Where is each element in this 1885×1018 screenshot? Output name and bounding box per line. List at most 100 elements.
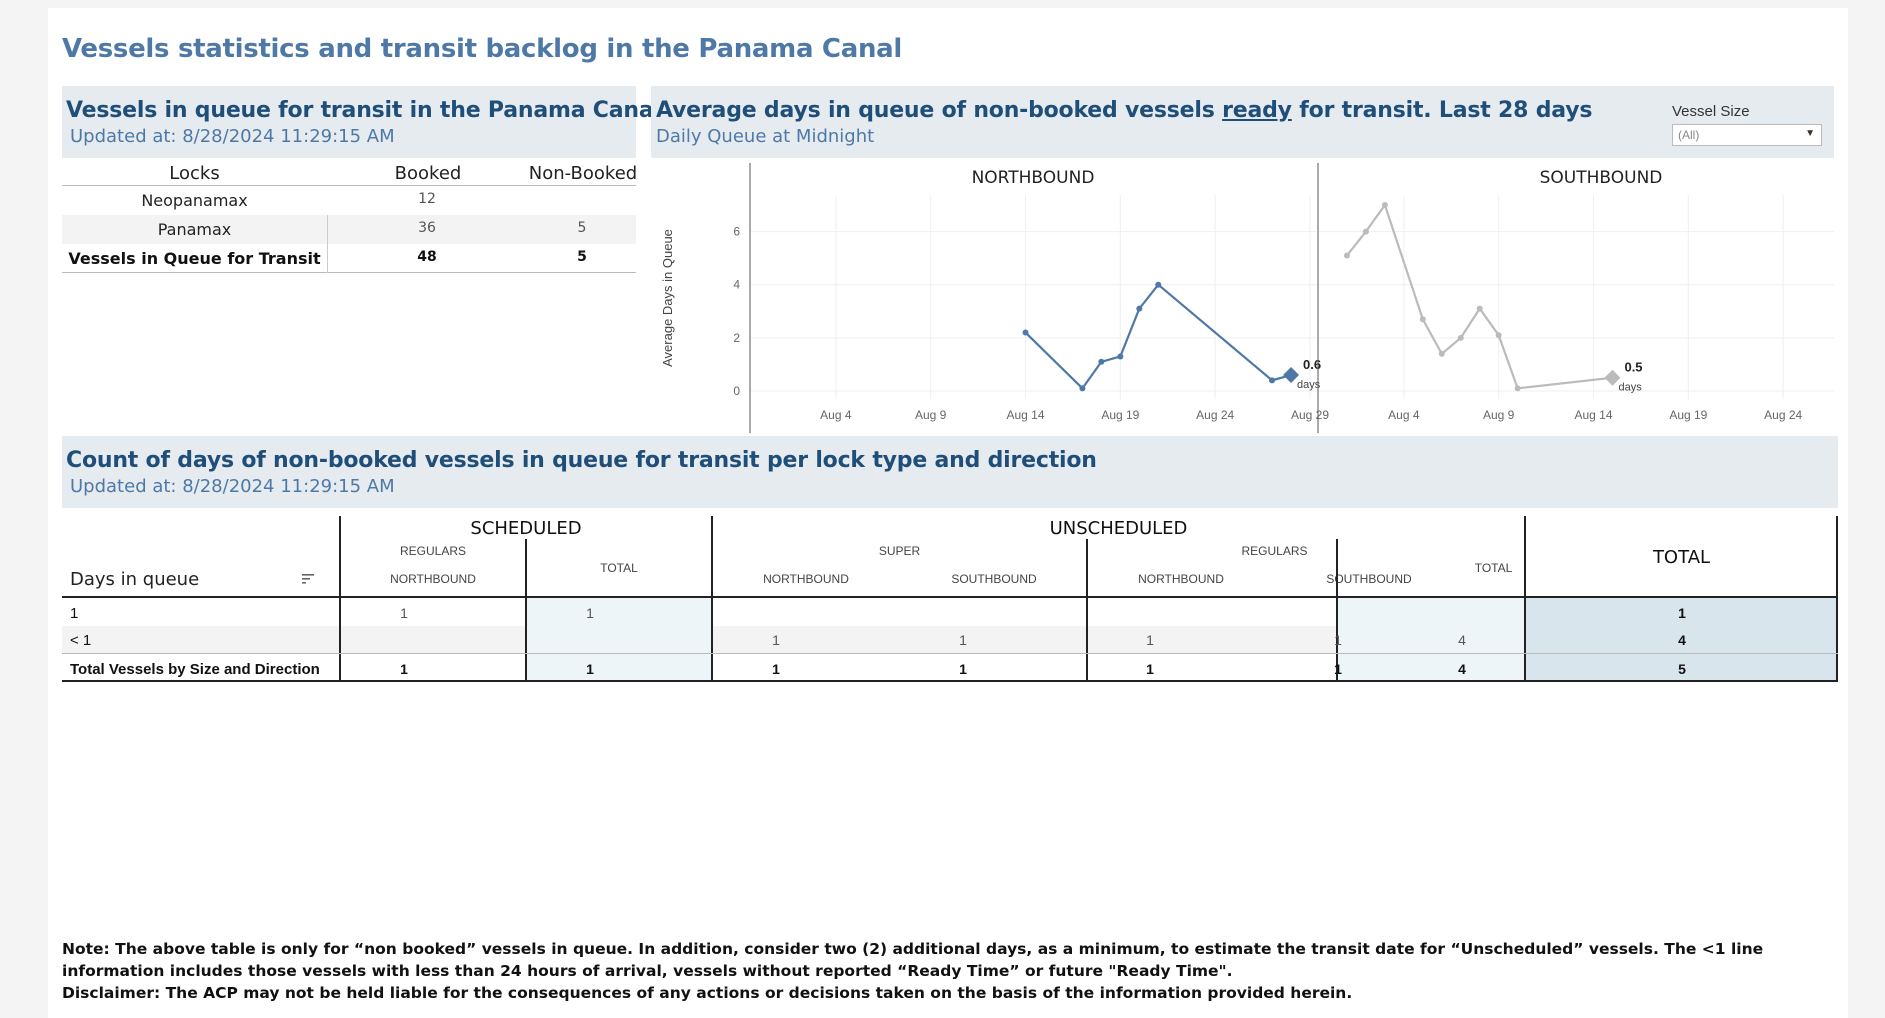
count-cell: 1 bbox=[400, 605, 408, 621]
grid-line bbox=[62, 680, 1838, 682]
data-point bbox=[1381, 202, 1388, 208]
last-point-marker bbox=[1283, 367, 1300, 384]
x-tick-label: Aug 19 bbox=[1669, 408, 1707, 422]
y-tick-label: 2 bbox=[733, 331, 740, 345]
sort-icon[interactable] bbox=[302, 572, 316, 586]
count-table: SCHEDULED UNSCHEDULED TOTAL REGULARS NOR… bbox=[62, 516, 1838, 686]
x-tick-label: Aug 29 bbox=[1291, 408, 1329, 422]
count-panel-updated: Updated at: 8/28/2024 11:29:15 AM bbox=[70, 476, 395, 497]
queue-total-row: Vessels in Queue for Transit 48 5 bbox=[62, 244, 636, 273]
southbound-header: SOUTHBOUND bbox=[951, 572, 1037, 586]
count-cell: 1 bbox=[586, 605, 594, 621]
days-in-queue-header: Days in queue bbox=[70, 569, 200, 590]
non-booked-count: 5 bbox=[577, 220, 587, 236]
chart-panel-header bbox=[651, 86, 1834, 158]
count-cell: 4 bbox=[1458, 661, 1466, 677]
chart-title-ready: ready bbox=[1222, 98, 1292, 123]
grid-line bbox=[711, 516, 713, 682]
count-cell: 1 bbox=[959, 661, 967, 677]
grid-line bbox=[1836, 516, 1838, 682]
data-point bbox=[1362, 228, 1369, 235]
col-header-booked: Booked bbox=[394, 163, 462, 184]
x-tick-label: Aug 4 bbox=[820, 408, 852, 422]
count-cell: 1 bbox=[1146, 661, 1154, 677]
row-label: 1 bbox=[70, 605, 79, 622]
data-point bbox=[1079, 385, 1086, 392]
scheduled-header: SCHEDULED bbox=[470, 518, 582, 539]
data-point bbox=[1495, 332, 1502, 339]
vessel-size-dropdown[interactable]: (All) ▼ bbox=[1672, 124, 1822, 146]
chart-panel-subtitle: Daily Queue at Midnight bbox=[656, 126, 875, 147]
chart-title-part: for transit. Last 28 days bbox=[1291, 98, 1593, 123]
booked-count: 48 bbox=[417, 249, 437, 265]
last-value-unit: days bbox=[1618, 382, 1642, 394]
queue-panel-updated: Updated at: 8/28/2024 11:29:15 AM bbox=[70, 126, 395, 147]
data-point bbox=[1343, 252, 1350, 259]
data-point bbox=[1098, 358, 1105, 365]
northbound-header: NORTHBOUND bbox=[390, 572, 476, 586]
booked-count: 36 bbox=[418, 220, 436, 236]
note-text: Note: The above table is only for “non b… bbox=[62, 938, 1832, 1004]
count-cell: 1 bbox=[400, 661, 408, 677]
total-header: TOTAL bbox=[1652, 547, 1711, 568]
y-tick-label: 0 bbox=[733, 384, 740, 398]
vessel-size-value: (All) bbox=[1678, 128, 1700, 142]
last-value-unit: days bbox=[1297, 379, 1321, 391]
sort-icon-glyph bbox=[302, 574, 314, 584]
header-divider bbox=[62, 185, 636, 186]
queue-panel-header bbox=[62, 86, 636, 158]
col-header-locks: Locks bbox=[169, 163, 220, 184]
count-cell: 1 bbox=[586, 661, 594, 677]
row-shade bbox=[712, 626, 1338, 653]
queue-row: Panamax 36 5 bbox=[62, 215, 636, 244]
series-line bbox=[1024, 283, 1292, 391]
row-shade bbox=[62, 626, 526, 653]
count-cell: 1 bbox=[1334, 661, 1342, 677]
grid-line bbox=[1336, 539, 1338, 682]
unscheduled-header: UNSCHEDULED bbox=[1049, 518, 1188, 539]
x-tick-label: Aug 14 bbox=[1006, 408, 1044, 422]
grid-line bbox=[525, 539, 527, 682]
southbound-header: SOUTHBOUND bbox=[1326, 572, 1412, 586]
x-tick-label: Aug 24 bbox=[1764, 408, 1802, 422]
disclaimer-line: Disclaimer: The ACP may not be held liab… bbox=[62, 984, 1353, 1002]
northbound-header: NORTHBOUND bbox=[763, 572, 849, 586]
count-cell: 4 bbox=[1678, 632, 1686, 648]
unscheduled-total-header: TOTAL bbox=[1474, 561, 1513, 575]
dashboard-page: Vessels statistics and transit backlog i… bbox=[48, 8, 1848, 1018]
row-divider bbox=[327, 215, 328, 273]
chart-panel-title: Average days in queue of non-booked vess… bbox=[656, 98, 1592, 123]
grand-total-shade bbox=[1525, 598, 1838, 680]
count-panel-title: Count of days of non-booked vessels in q… bbox=[66, 448, 1097, 473]
y-tick-label: 6 bbox=[733, 225, 740, 239]
x-tick-label: Aug 24 bbox=[1196, 408, 1234, 422]
scheduled-total-shade bbox=[526, 598, 712, 680]
series-line bbox=[1346, 202, 1613, 390]
row-label: Total Vessels by Size and Direction bbox=[70, 661, 320, 678]
northbound-header: NORTHBOUND bbox=[1138, 572, 1224, 586]
chevron-down-icon: ▼ bbox=[1805, 128, 1815, 139]
data-point bbox=[1155, 281, 1162, 288]
data-point bbox=[1457, 334, 1464, 341]
count-cell: 1 bbox=[959, 632, 967, 648]
data-point bbox=[1514, 385, 1521, 392]
x-tick-label: Aug 14 bbox=[1574, 408, 1612, 422]
row-label: < 1 bbox=[70, 632, 92, 649]
chart-title-part: Average days in queue of non-booked vess… bbox=[656, 98, 1223, 123]
vessel-size-label: Vessel Size bbox=[1672, 103, 1750, 120]
y-tick-label: 4 bbox=[733, 278, 740, 292]
x-tick-label: Aug 19 bbox=[1101, 408, 1139, 422]
count-cell: 1 bbox=[772, 632, 780, 648]
data-point bbox=[1136, 305, 1143, 312]
booked-count: 12 bbox=[418, 191, 436, 207]
grid-line bbox=[1086, 539, 1088, 682]
page-title: Vessels statistics and transit backlog i… bbox=[62, 34, 903, 64]
count-cell: 4 bbox=[1458, 632, 1466, 648]
grid-line bbox=[1524, 516, 1526, 682]
lock-name: Vessels in Queue for Transit bbox=[68, 249, 321, 268]
scheduled-total-header: TOTAL bbox=[600, 561, 638, 575]
y-axis-title: Average Days in Queue bbox=[660, 229, 675, 367]
x-tick-label: Aug 9 bbox=[915, 408, 947, 422]
count-cell: 1 bbox=[1146, 632, 1154, 648]
lock-name: Neopanamax bbox=[141, 191, 248, 210]
